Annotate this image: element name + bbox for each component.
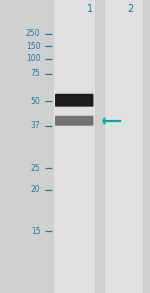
Text: 100: 100 — [26, 54, 40, 63]
FancyBboxPatch shape — [55, 116, 93, 126]
Text: 2: 2 — [127, 4, 134, 14]
Text: 50: 50 — [31, 97, 40, 105]
Text: 250: 250 — [26, 29, 40, 38]
Bar — [105, 0, 142, 293]
Text: 150: 150 — [26, 42, 40, 51]
Text: 1: 1 — [87, 4, 93, 14]
Text: 20: 20 — [31, 185, 40, 194]
FancyBboxPatch shape — [55, 94, 93, 107]
Text: 25: 25 — [31, 164, 40, 173]
Text: 75: 75 — [31, 69, 40, 78]
Text: 37: 37 — [31, 122, 40, 130]
Text: 15: 15 — [31, 227, 40, 236]
Bar — [54, 0, 94, 293]
